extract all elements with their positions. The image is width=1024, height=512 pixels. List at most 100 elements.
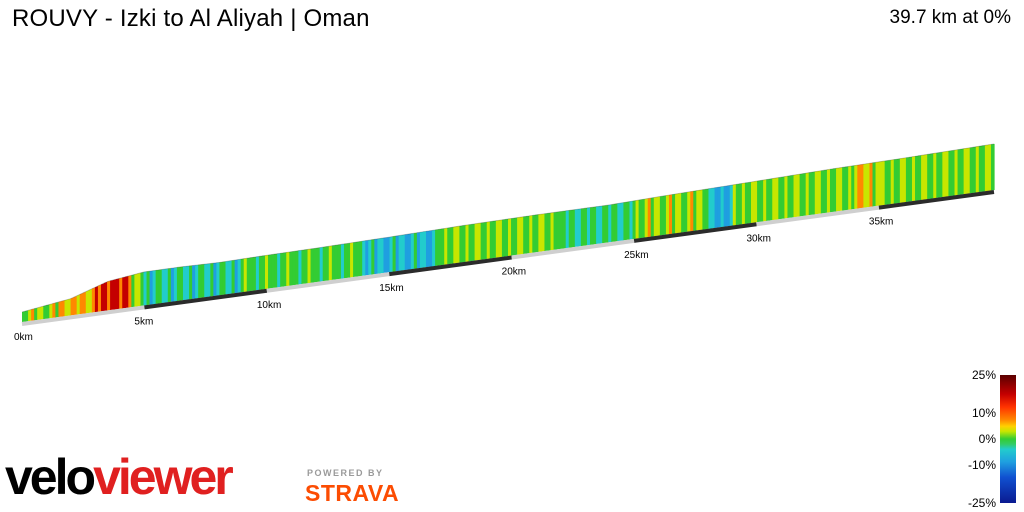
powered-by-label: POWERED BY bbox=[307, 468, 384, 478]
profile-slice bbox=[559, 211, 564, 249]
profile-slice bbox=[978, 145, 983, 193]
legend-label: -25% bbox=[967, 496, 996, 510]
profile-slice bbox=[593, 206, 597, 245]
profile-slice bbox=[665, 195, 670, 235]
profile-slice bbox=[805, 172, 810, 216]
profile-slice bbox=[322, 246, 327, 282]
profile-slice bbox=[766, 179, 770, 221]
profile-slice bbox=[46, 304, 50, 319]
profile-slice bbox=[763, 179, 767, 222]
profile-slice bbox=[659, 195, 664, 236]
profile-slice bbox=[963, 148, 968, 195]
profile-slice bbox=[207, 263, 211, 297]
profile-slice bbox=[155, 269, 160, 304]
profile-slice bbox=[957, 149, 962, 195]
profile-slice bbox=[915, 155, 919, 201]
profile-slice bbox=[823, 169, 828, 214]
profile-slice bbox=[930, 153, 934, 199]
profile-slice bbox=[817, 170, 822, 214]
profile-slice bbox=[416, 232, 421, 269]
profile-slice bbox=[371, 239, 375, 275]
profile-slice bbox=[453, 226, 457, 264]
profile-slice bbox=[91, 287, 96, 313]
profile-slice bbox=[741, 182, 746, 225]
profile-slice bbox=[893, 159, 898, 204]
profile-slice bbox=[313, 248, 318, 283]
profile-slice bbox=[583, 207, 588, 246]
profile-slice bbox=[173, 267, 178, 302]
baseline-segment bbox=[878, 190, 995, 210]
profile-slice bbox=[37, 306, 41, 320]
profile-slice bbox=[580, 208, 585, 247]
x-tick-label: 0km bbox=[14, 332, 33, 343]
profile-slice bbox=[851, 165, 855, 210]
profile-slice bbox=[40, 306, 44, 320]
profile-slice bbox=[814, 171, 819, 215]
profile-slice bbox=[167, 268, 172, 303]
profile-slice bbox=[975, 146, 980, 193]
profile-slice bbox=[571, 209, 576, 248]
profile-slice bbox=[896, 158, 901, 204]
profile-slice bbox=[192, 265, 196, 299]
profile-slice bbox=[107, 280, 111, 311]
profile-slice bbox=[918, 155, 922, 201]
profile-slice bbox=[933, 152, 937, 199]
profile-slice bbox=[435, 229, 439, 266]
profile-slice bbox=[921, 154, 925, 200]
profile-slice bbox=[799, 173, 804, 217]
profile-slice bbox=[577, 208, 582, 247]
profile-slice bbox=[614, 203, 618, 242]
profile-slice bbox=[696, 190, 700, 231]
profile-slice bbox=[596, 206, 600, 245]
profile-slice bbox=[125, 276, 129, 308]
profile-slice bbox=[945, 151, 950, 197]
profile-slice bbox=[508, 218, 512, 256]
baseline-segment bbox=[21, 305, 145, 326]
profile-slice bbox=[541, 213, 546, 252]
profile-slice bbox=[328, 245, 333, 281]
profile-slice bbox=[407, 233, 412, 270]
profile-slice bbox=[884, 160, 889, 205]
profile-slice bbox=[845, 166, 849, 211]
profile-slice bbox=[422, 231, 427, 268]
x-tick-label: 20km bbox=[502, 267, 526, 278]
profile-slice bbox=[854, 165, 858, 209]
profile-slice bbox=[681, 192, 685, 233]
profile-slice bbox=[848, 165, 852, 210]
profile-slice bbox=[486, 221, 491, 259]
profile-slice bbox=[687, 191, 691, 232]
profile-slice bbox=[590, 207, 594, 245]
profile-slice bbox=[316, 247, 321, 282]
profile-slice bbox=[480, 222, 485, 260]
profile-slice bbox=[347, 242, 351, 278]
profile-slice bbox=[265, 255, 269, 289]
profile-slice bbox=[732, 184, 737, 226]
profile-slice bbox=[252, 256, 257, 291]
profile-slice bbox=[520, 216, 524, 255]
profile-slice bbox=[532, 214, 536, 253]
profile-slice bbox=[280, 252, 284, 287]
profile-slice bbox=[307, 248, 312, 284]
profile-slice bbox=[517, 217, 521, 255]
profile-slice bbox=[626, 201, 631, 240]
profile-slice bbox=[951, 150, 956, 196]
profile-slice bbox=[271, 254, 275, 289]
profile-slice bbox=[140, 272, 145, 306]
baseline-segment bbox=[388, 255, 512, 277]
profile-slice bbox=[331, 245, 336, 280]
profile-slice bbox=[319, 247, 324, 282]
profile-slice bbox=[161, 269, 166, 304]
profile-slice bbox=[441, 228, 445, 266]
profile-slice bbox=[231, 260, 236, 294]
profile-slice bbox=[255, 256, 260, 291]
profile-slice bbox=[195, 264, 199, 299]
distance-ticks: 0km 5km 10km 15km 20km 25km 30km 35km bbox=[14, 217, 893, 343]
profile-slice bbox=[787, 175, 792, 219]
profile-slice bbox=[757, 180, 761, 223]
profile-slice bbox=[97, 284, 102, 312]
profile-slice bbox=[908, 156, 913, 202]
profile-slice bbox=[775, 177, 779, 220]
profile-slice bbox=[726, 185, 731, 227]
profile-slice bbox=[504, 218, 509, 257]
profile-slice bbox=[514, 217, 518, 256]
